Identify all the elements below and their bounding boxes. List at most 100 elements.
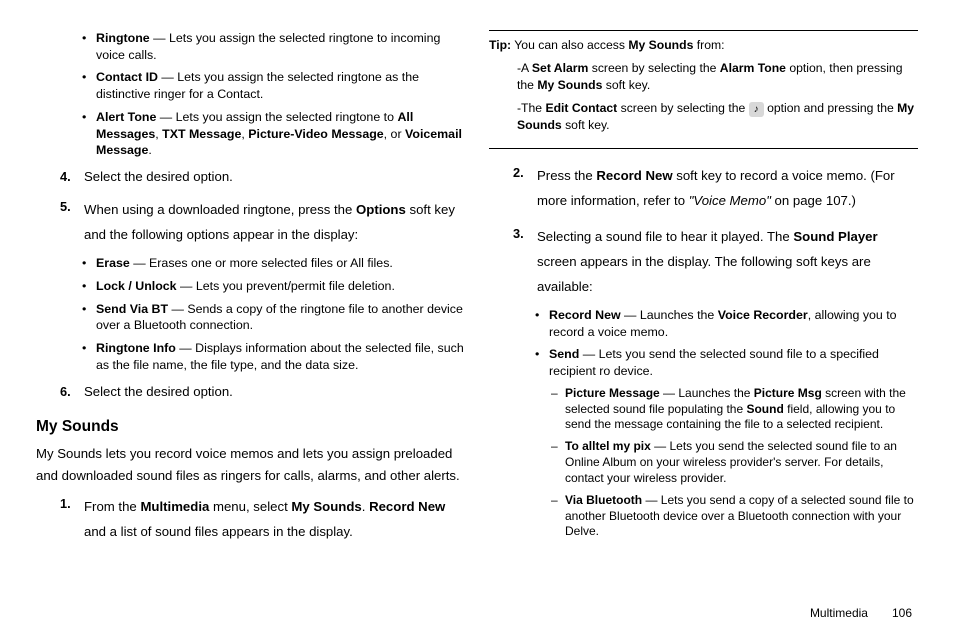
step-text: Selecting a sound file to hear it played…: [537, 224, 918, 299]
t: Voice Recorder: [718, 308, 808, 322]
desc: — Lets you prevent/permit file deletion.: [177, 279, 395, 293]
t: menu, select: [209, 499, 291, 514]
bullet-text: Ringtone — Lets you assign the selected …: [96, 30, 465, 63]
t: option and pressing the: [767, 101, 897, 115]
term: Alert Tone: [96, 110, 156, 124]
term: Send Via BT: [96, 302, 168, 316]
step-num: 6.: [60, 382, 84, 402]
t: -A: [517, 61, 532, 75]
heading-my-sounds: My Sounds: [36, 415, 465, 439]
subbullet-alltel-pix: – To alltel my pix — Lets you send the s…: [489, 439, 918, 486]
t: Set Alarm: [532, 61, 588, 75]
tip-sub-2: -The Edit Contact screen by selecting th…: [489, 100, 918, 134]
t: My Sounds: [537, 78, 602, 92]
bullet-text: Lock / Unlock — Lets you prevent/permit …: [96, 278, 465, 295]
term: Contact ID: [96, 70, 158, 84]
term: Ringtone: [96, 31, 150, 45]
step-text: Press the Record New soft key to record …: [537, 163, 918, 213]
t: on page 107.): [771, 193, 856, 208]
bullet-text: Record New — Launches the Voice Recorder…: [549, 307, 918, 340]
page: • Ringtone — Lets you assign the selecte…: [0, 0, 954, 636]
t: Options: [356, 202, 406, 217]
page-footer: Multimedia 106: [810, 606, 912, 620]
t: Picture Msg: [754, 386, 822, 400]
t: Alarm Tone: [720, 61, 786, 75]
term: Picture Message: [565, 386, 660, 400]
step-4: 4. Select the desired option.: [36, 167, 465, 187]
bullet-erase: • Erase — Erases one or more selected fi…: [36, 255, 465, 272]
bullet-dot: •: [82, 340, 96, 373]
t: Sound Player: [793, 229, 877, 244]
bullet-dot: •: [535, 307, 549, 340]
bullet-dot: •: [82, 278, 96, 295]
subbullet-via-bluetooth: – Via Bluetooth — Lets you send a copy o…: [489, 493, 918, 540]
bullet-dot: •: [82, 109, 96, 159]
t: screen by selecting the: [617, 101, 748, 115]
intro-paragraph: My Sounds lets you record voice memos an…: [36, 443, 465, 485]
t: screen by selecting the: [588, 61, 719, 75]
t: , or: [384, 127, 405, 141]
term: Erase: [96, 256, 130, 270]
t: -The: [517, 101, 545, 115]
desc: — Erases one or more selected files or A…: [130, 256, 393, 270]
t: Press the: [537, 168, 596, 183]
step-1: 1. From the Multimedia menu, select My S…: [36, 494, 465, 544]
t: .: [362, 499, 369, 514]
step-num: 5.: [60, 197, 84, 247]
bullet-ringtone: • Ringtone — Lets you assign the selecte…: [36, 30, 465, 63]
dash: –: [551, 493, 565, 540]
t: and a list of sound files appears in the…: [84, 524, 353, 539]
step-num: 3.: [513, 224, 537, 299]
step-text: From the Multimedia menu, select My Soun…: [84, 494, 465, 544]
t: Sound: [746, 402, 783, 416]
step-3: 3. Selecting a sound file to hear it pla…: [489, 224, 918, 299]
t: — Launches the: [621, 308, 718, 322]
sub-text: Via Bluetooth — Lets you send a copy of …: [565, 493, 918, 540]
t: My Sounds: [291, 499, 361, 514]
footer-section: Multimedia: [810, 606, 868, 620]
step-num: 2.: [513, 163, 537, 213]
bullet-ringtone-info: • Ringtone Info — Displays information a…: [36, 340, 465, 373]
t: Picture-Video Message: [248, 127, 383, 141]
t: — Lets you send the selected sound file …: [549, 347, 879, 378]
bullet-text: Send — Lets you send the selected sound …: [549, 346, 918, 379]
t: "Voice Memo": [689, 193, 771, 208]
t: You can also access: [511, 38, 628, 52]
t: Edit Contact: [545, 101, 617, 115]
footer-page-num: 106: [892, 606, 912, 620]
bullet-dot: •: [82, 255, 96, 272]
tip-sub-1: -A Set Alarm screen by selecting the Ala…: [489, 60, 918, 94]
term: Lock / Unlock: [96, 279, 177, 293]
t: My Sounds: [628, 38, 693, 52]
t: Record New: [596, 168, 672, 183]
dash: –: [551, 439, 565, 486]
step-text: Select the desired option.: [84, 382, 465, 402]
t: screen appears in the display. The follo…: [537, 254, 871, 294]
step-5: 5. When using a downloaded ringtone, pre…: [36, 197, 465, 247]
bullet-alert-tone: • Alert Tone — Lets you assign the selec…: [36, 109, 465, 159]
term: Ringtone Info: [96, 341, 176, 355]
bullet-send-via-bt: • Send Via BT — Sends a copy of the ring…: [36, 301, 465, 334]
sub-text: Picture Message — Launches the Picture M…: [565, 386, 918, 433]
right-column: Tip: You can also access My Sounds from:…: [489, 30, 918, 626]
term: Send: [549, 347, 579, 361]
step-num: 4.: [60, 167, 84, 187]
t: When using a downloaded ringtone, press …: [84, 202, 356, 217]
t: From the: [84, 499, 140, 514]
step-text: When using a downloaded ringtone, press …: [84, 197, 465, 247]
step-6: 6. Select the desired option.: [36, 382, 465, 402]
t: Record New: [369, 499, 445, 514]
bullet-send: • Send — Lets you send the selected soun…: [489, 346, 918, 379]
bullet-text: Ringtone Info — Displays information abo…: [96, 340, 465, 373]
bullet-contact-id: • Contact ID — Lets you assign the selec…: [36, 69, 465, 102]
bullet-dot: •: [82, 301, 96, 334]
bullet-text: Alert Tone — Lets you assign the selecte…: [96, 109, 465, 159]
subbullet-picture-message: – Picture Message — Launches the Picture…: [489, 386, 918, 433]
dash: –: [551, 386, 565, 433]
tip-label: Tip:: [489, 38, 511, 52]
t: — Launches the: [660, 386, 754, 400]
t: soft key.: [562, 118, 610, 132]
t: — Lets you assign the selected ringtone …: [156, 110, 397, 124]
sub-text: To alltel my pix — Lets you send the sel…: [565, 439, 918, 486]
step-2: 2. Press the Record New soft key to reco…: [489, 163, 918, 213]
